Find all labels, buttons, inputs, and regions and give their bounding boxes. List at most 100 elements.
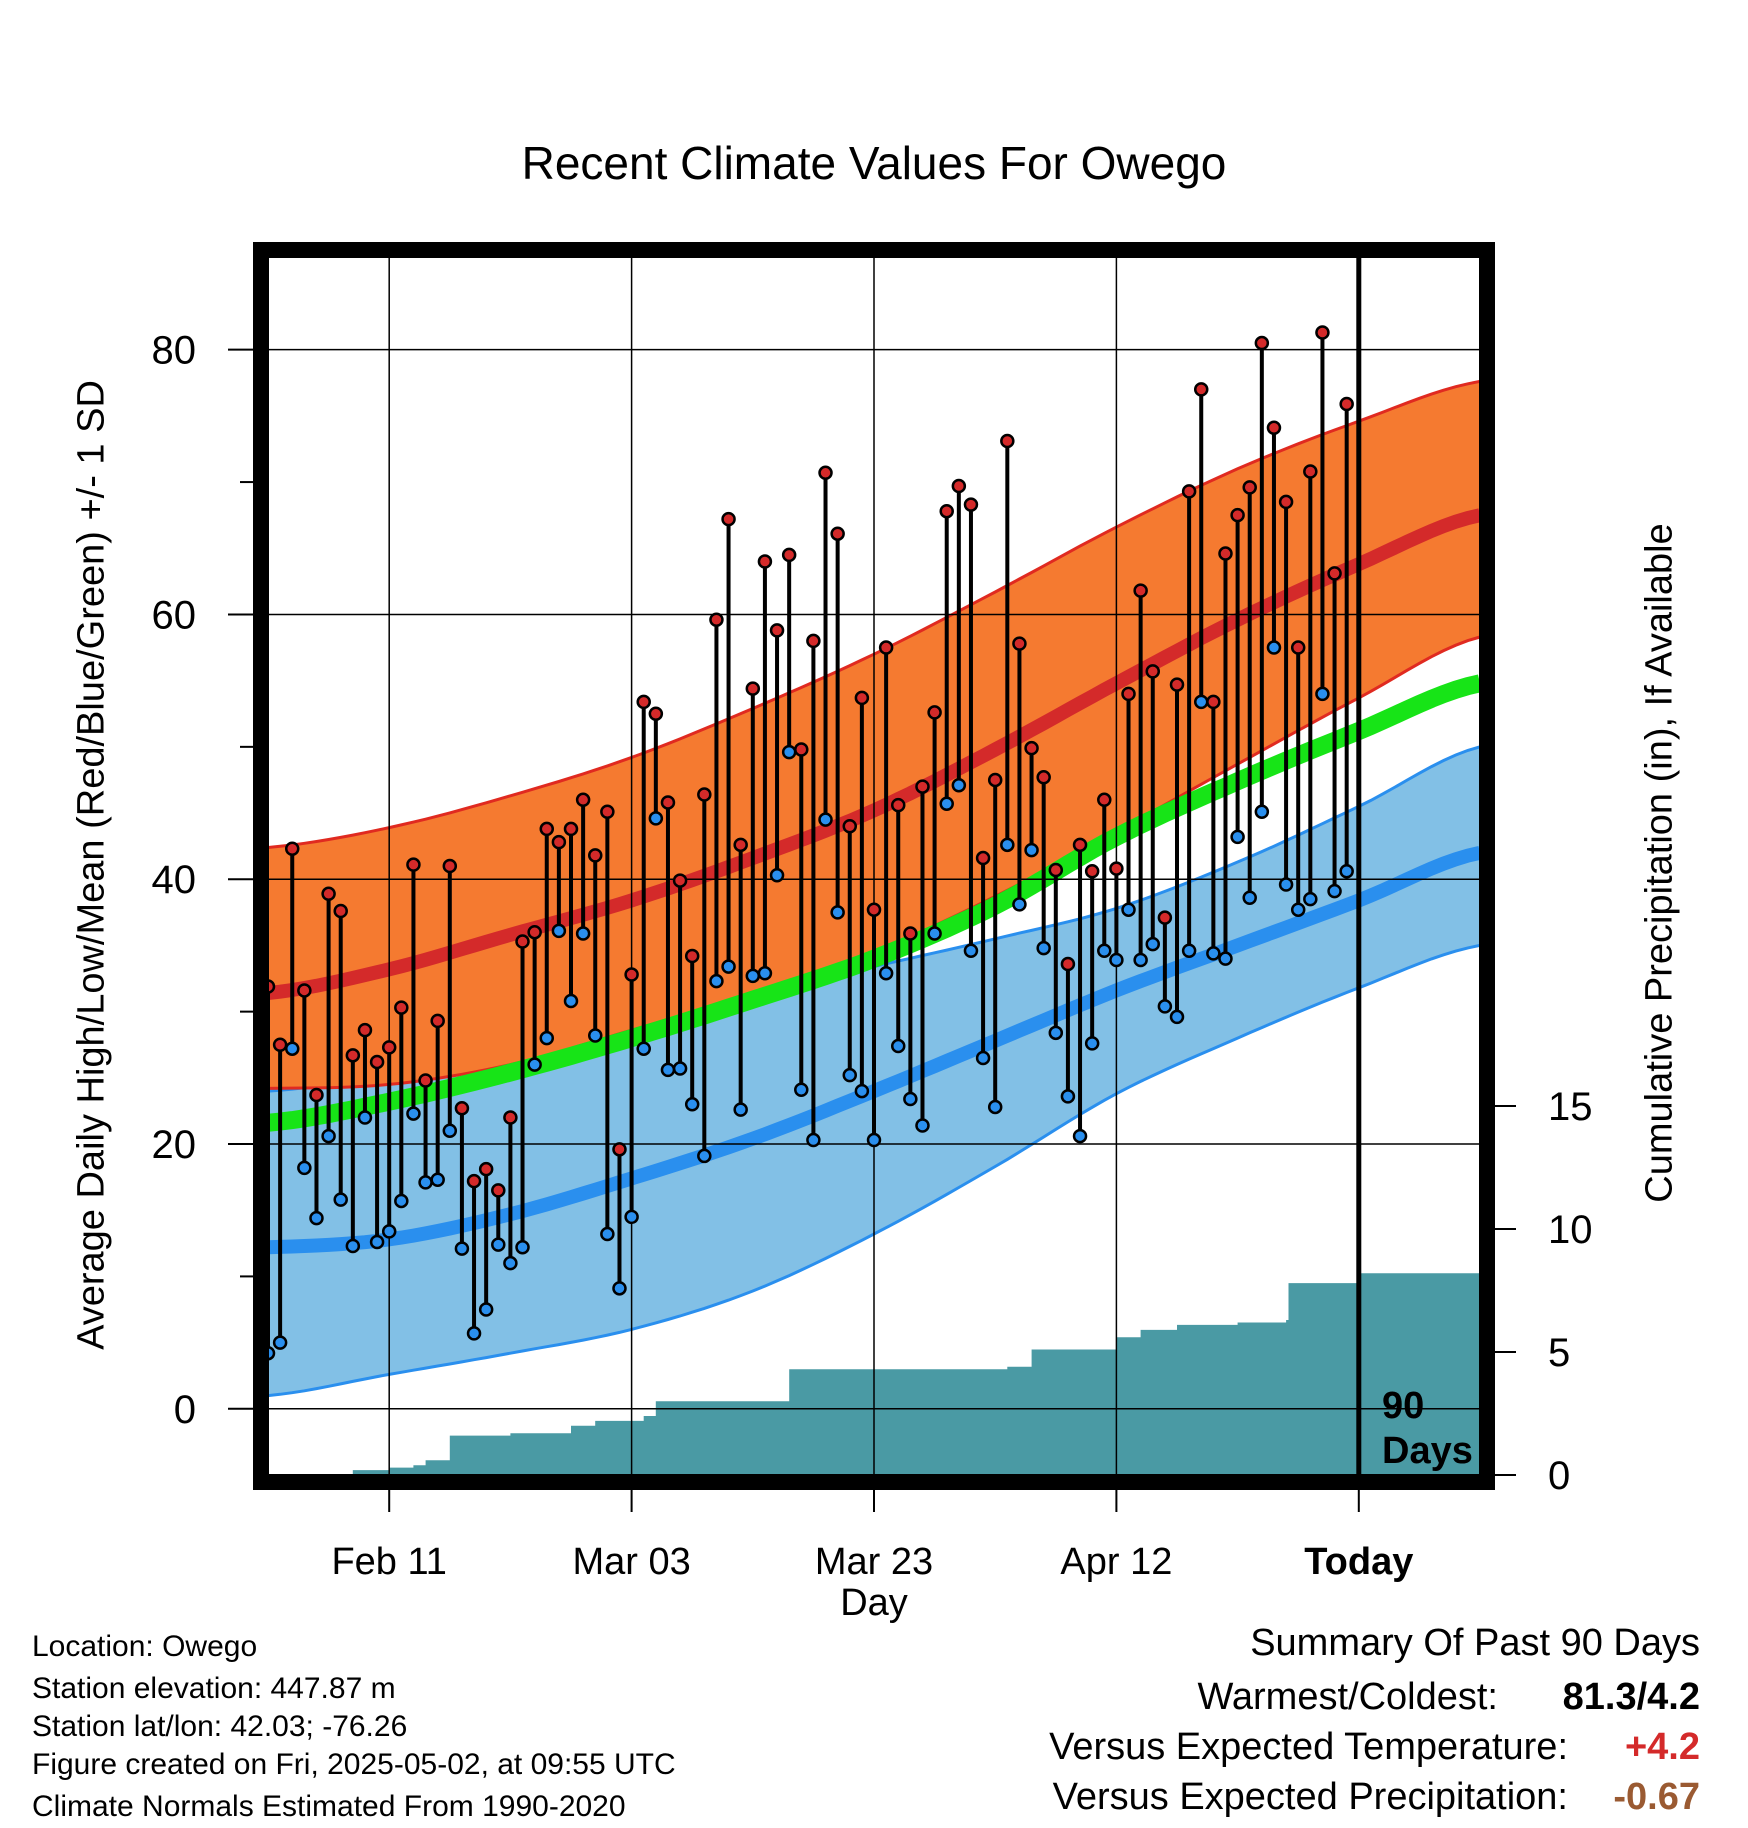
high-point bbox=[466, 1173, 482, 1189]
low-point bbox=[1266, 640, 1282, 655]
low-point bbox=[866, 1132, 882, 1148]
low-point bbox=[1000, 837, 1015, 853]
low-point bbox=[1145, 936, 1161, 952]
low-point bbox=[624, 1209, 639, 1225]
low-point bbox=[636, 1041, 651, 1056]
low-point bbox=[1024, 842, 1039, 858]
high-point bbox=[903, 926, 918, 941]
low-point bbox=[1072, 1128, 1088, 1144]
low-point bbox=[1242, 890, 1257, 906]
summary-title: Summary Of Past 90 Days bbox=[1250, 1622, 1700, 1664]
high-point bbox=[268, 979, 276, 994]
high-point bbox=[1339, 396, 1354, 412]
info-elevation: Station elevation: 447.87 m bbox=[32, 1672, 396, 1705]
low-point bbox=[321, 1128, 336, 1144]
high-point bbox=[418, 1073, 433, 1088]
summary-warmest-label: Warmest/Coldest: bbox=[1197, 1676, 1498, 1718]
low-point bbox=[951, 777, 967, 793]
low-point bbox=[963, 943, 979, 958]
low-point bbox=[600, 1226, 615, 1242]
low-point bbox=[551, 923, 567, 939]
high-point bbox=[1193, 382, 1209, 397]
x-tick-label: Mar 23 bbox=[815, 1541, 933, 1583]
low-point bbox=[1193, 694, 1209, 710]
high-point bbox=[1157, 910, 1173, 925]
high-point bbox=[1060, 956, 1076, 972]
y-tick-label: 80 bbox=[152, 329, 197, 373]
high-point bbox=[357, 1022, 373, 1038]
high-point bbox=[1109, 861, 1124, 876]
high-point bbox=[454, 1101, 470, 1116]
observations bbox=[268, 257, 1362, 1475]
low-point bbox=[515, 1240, 530, 1255]
low-point bbox=[697, 1148, 712, 1164]
low-point bbox=[406, 1106, 421, 1121]
high-point bbox=[636, 694, 651, 710]
low-point bbox=[745, 968, 761, 984]
y-axis-label: Average Daily High/Low/Mean (Red/Blue/Gr… bbox=[70, 380, 113, 1350]
high-point bbox=[1230, 507, 1245, 523]
high-point bbox=[503, 1110, 518, 1125]
high-point bbox=[1242, 480, 1257, 495]
summary-precip-value: -0.67 bbox=[1613, 1776, 1700, 1818]
low-point bbox=[781, 744, 797, 760]
high-point bbox=[1254, 335, 1270, 351]
high-point bbox=[1169, 677, 1185, 692]
high-point bbox=[1000, 433, 1015, 449]
high-point bbox=[975, 850, 991, 866]
high-point bbox=[697, 787, 712, 802]
low-point bbox=[442, 1123, 458, 1139]
y-tick-label: 40 bbox=[152, 858, 197, 902]
high-point bbox=[575, 792, 591, 808]
low-point bbox=[1109, 952, 1124, 968]
summary-warmest-value: 81.3/4.2 bbox=[1562, 1676, 1700, 1718]
high-point bbox=[1315, 325, 1330, 340]
low-point bbox=[1218, 951, 1233, 966]
high-point bbox=[491, 1183, 506, 1198]
low-point bbox=[878, 965, 894, 981]
y-tick-label: 20 bbox=[152, 1123, 197, 1167]
high-point bbox=[660, 795, 676, 810]
low-point bbox=[272, 1335, 288, 1350]
high-point bbox=[757, 554, 773, 569]
high-point bbox=[1084, 864, 1100, 879]
high-point bbox=[394, 1000, 409, 1015]
info-latlon: Station lat/lon: 42.03; -76.26 bbox=[32, 1710, 408, 1743]
today-label-number: 90 bbox=[1382, 1385, 1425, 1427]
low-point bbox=[927, 926, 942, 941]
high-point bbox=[333, 903, 348, 919]
high-point bbox=[1327, 566, 1342, 581]
high-point bbox=[951, 478, 967, 494]
x-tick-label: Apr 12 bbox=[1060, 1541, 1172, 1583]
y2-tick-label: 10 bbox=[1548, 1208, 1593, 1252]
low-point bbox=[503, 1255, 518, 1271]
low-point bbox=[648, 811, 664, 826]
low-point bbox=[394, 1193, 409, 1209]
high-point bbox=[1303, 464, 1318, 479]
chart-title: Recent Climate Values For Owego bbox=[521, 137, 1227, 189]
high-point bbox=[890, 797, 906, 813]
y2-tick-label: 5 bbox=[1548, 1331, 1570, 1375]
low-point bbox=[309, 1210, 324, 1226]
low-point bbox=[297, 1160, 312, 1176]
low-point bbox=[369, 1234, 385, 1250]
high-point bbox=[1097, 792, 1112, 808]
low-point bbox=[1121, 902, 1136, 917]
low-point bbox=[333, 1192, 348, 1207]
x-tick-label: Mar 03 bbox=[572, 1541, 690, 1583]
low-point bbox=[818, 812, 833, 827]
high-point bbox=[672, 873, 688, 888]
high-point bbox=[733, 837, 748, 853]
summary-precip-label: Versus Expected Precipitation: bbox=[1052, 1776, 1568, 1818]
high-point bbox=[1145, 664, 1161, 679]
plot-border bbox=[253, 242, 1495, 1490]
high-point bbox=[1218, 546, 1233, 561]
high-point bbox=[1048, 862, 1064, 878]
low-point bbox=[563, 993, 579, 1009]
high-point bbox=[818, 465, 833, 481]
high-point bbox=[345, 1048, 361, 1063]
low-point bbox=[539, 1030, 555, 1046]
high-point bbox=[769, 623, 785, 638]
low-point bbox=[454, 1241, 470, 1256]
y-tick-label: 60 bbox=[152, 593, 197, 637]
